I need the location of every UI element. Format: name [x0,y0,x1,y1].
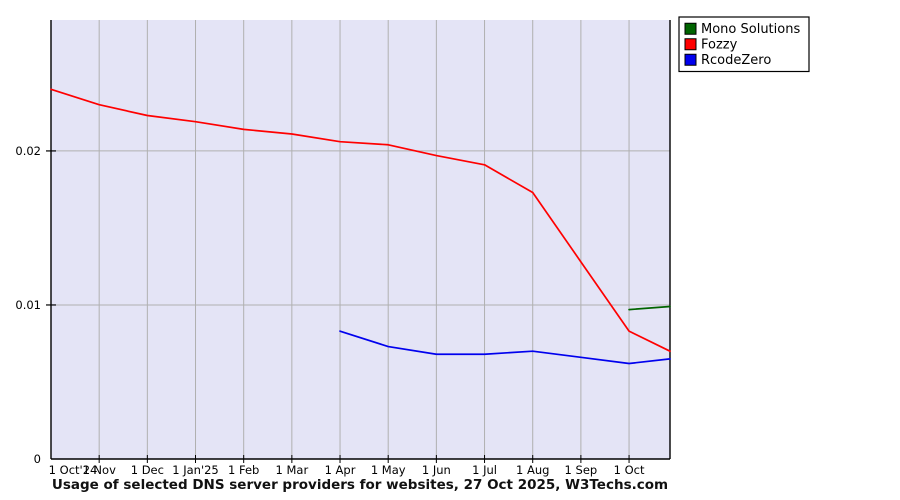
x-tick-label: 1 Jul [472,463,497,477]
legend-box [678,16,810,73]
x-tick-label: 1 Sep [565,463,598,477]
y-axis-ticks: 0 0.01 0.02 [15,144,56,466]
legend-label-fozzy: Fozzy [701,37,738,52]
x-tick-label: 1 Dec [131,463,164,477]
plot-background [51,20,670,459]
x-tick-label: 1 Oct'24 [49,463,98,477]
x-tick-label: 1 Nov [82,463,116,477]
x-tick-label: 1 Apr [325,463,356,477]
x-axis-ticks: 1 Oct'241 Nov 1 Dec 1 Jan'25 1 Feb 1 Mar 1 Ap… [49,455,645,477]
chart-caption: Usage of selected DNS server providers f… [52,477,668,493]
x-tick-label: 1 Jan'25 [172,463,219,477]
series-line-fozzy [50,88,671,353]
x-tick-label: 1 Aug [516,463,549,477]
y-gridlines [51,150,670,306]
y-tick-label: 0 [34,452,41,466]
series-line-rcodezero [339,330,671,365]
x-tick-label: 1 Feb [228,463,259,477]
x-gridlines [98,20,630,459]
x-tick-label: 1 Jun [422,463,451,477]
data-series-group [50,88,671,365]
y-tick-label: 0.01 [15,298,41,312]
legend-swatch-mono-solutions [684,22,697,35]
y-tick-label: 0.02 [15,144,41,158]
x-tick-label: 1 Oct [614,463,645,477]
legend-swatch-fozzy [684,38,697,51]
axis-lines [50,20,671,460]
legend-label-mono-solutions: Mono Solutions [701,22,800,37]
series-line-mono-solutions [628,305,671,311]
legend-label-rcodezero: RcodeZero [701,53,771,68]
legend-swatch-rcodezero [684,53,697,66]
x-tick-label: 1 May [371,463,406,477]
x-tick-label: 1 Mar [276,463,309,477]
